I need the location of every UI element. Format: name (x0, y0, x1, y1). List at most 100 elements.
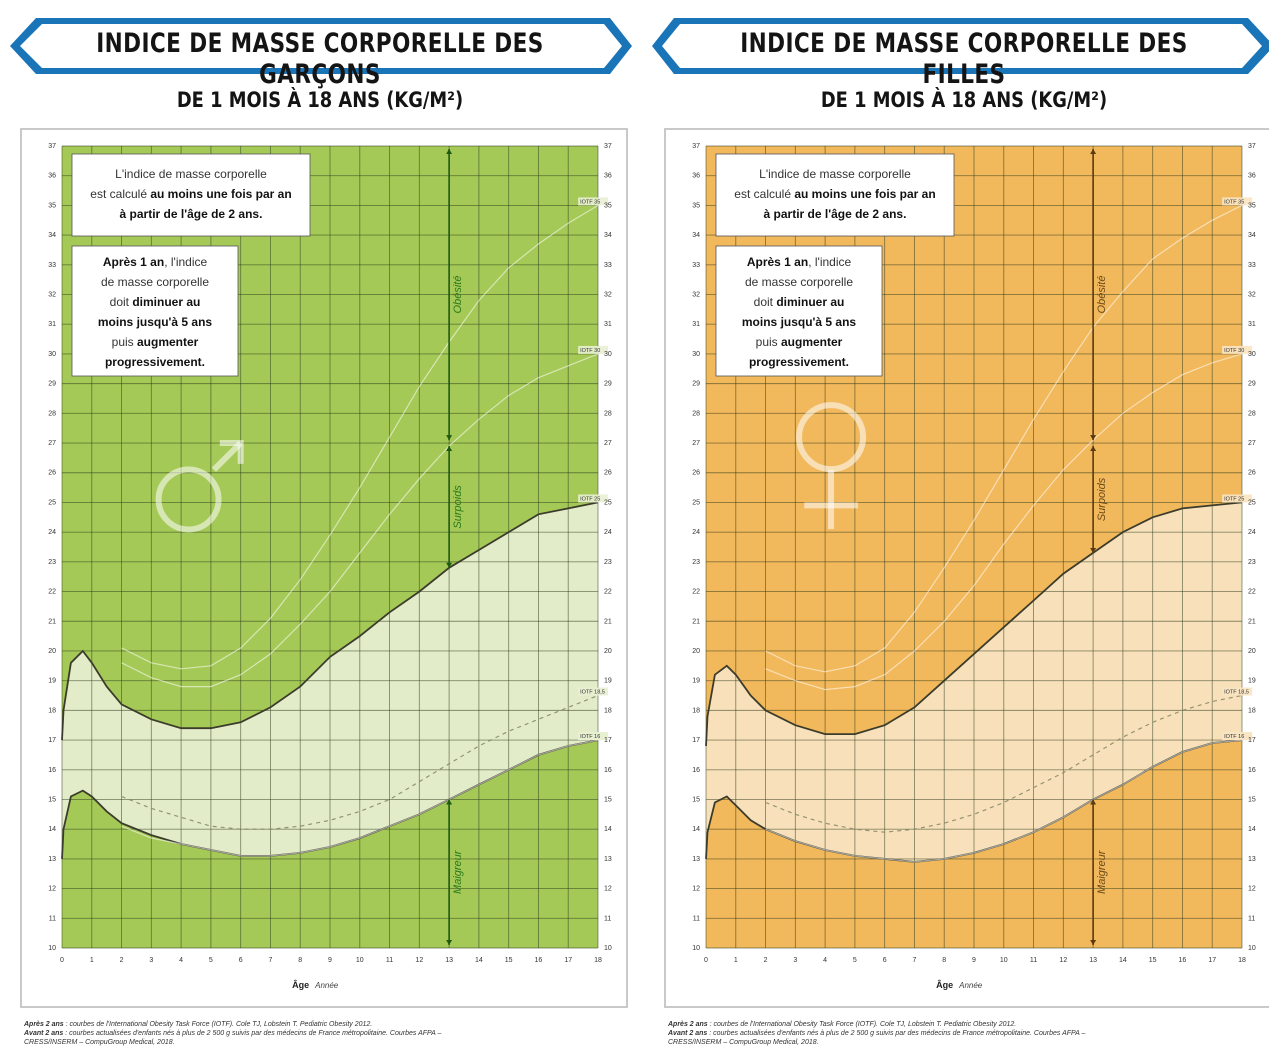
info-box-bg (71, 153, 311, 237)
y-tick-label: 37 (604, 143, 612, 150)
obesity-zone-arrowhead (1090, 148, 1097, 154)
x-tick-label: 7 (268, 957, 272, 964)
y-tick-label: 16 (692, 767, 700, 774)
y-tick-label: 11 (604, 915, 611, 922)
y-tick-label: 34 (692, 232, 700, 239)
info-text: est calculé au moins une fois par an (734, 187, 935, 201)
y-tick-label: 14 (1248, 826, 1256, 833)
info-box-bg (715, 245, 883, 377)
y-tick-label: 16 (48, 767, 56, 774)
series-line (121, 694, 599, 830)
y-tick-label: 36 (1248, 173, 1256, 180)
y-tick-label: 11 (693, 915, 700, 922)
x-tick-label: 3 (149, 957, 153, 964)
x-tick-label: 3 (793, 957, 797, 964)
y-tick-label: 18 (48, 707, 56, 714)
y-tick-label: 23 (692, 559, 700, 566)
y-tick-label: 24 (1248, 529, 1256, 536)
obesity-zone-label: Obésité (1096, 276, 1108, 314)
series-label: IOTF 18,5 (580, 690, 605, 696)
x-tick-label: 4 (179, 957, 183, 964)
x-tick-label: 11 (1030, 957, 1037, 964)
y-tick-label: 22 (1248, 589, 1256, 596)
info-text: progressivement. (105, 355, 205, 369)
x-tick-label: 1 (734, 957, 738, 964)
y-tick-label: 36 (692, 173, 700, 180)
info-text: de masse corporelle (101, 275, 209, 289)
y-tick-label: 17 (48, 737, 56, 744)
series-label-bg (578, 687, 609, 696)
x-tick-label: 5 (209, 957, 213, 964)
y-tick-label: 33 (1248, 262, 1256, 269)
y-tick-label: 31 (604, 321, 612, 328)
x-tick-label: 2 (120, 957, 124, 964)
series-label-bg (1222, 345, 1253, 354)
series-label-bg (578, 732, 609, 741)
series-label: IOTF 16 (580, 734, 600, 740)
y-tick-label: 28 (692, 410, 700, 417)
info-box-annual: L'indice de masse corporelle est calculé … (71, 153, 311, 237)
y-tick-label: 12 (604, 886, 612, 893)
x-tick-label: 0 (704, 957, 708, 964)
y-tick-label: 33 (48, 262, 56, 269)
x-tick-label: 5 (853, 957, 857, 964)
banner-arrow-shape (10, 18, 632, 74)
x-tick-label: 18 (594, 957, 602, 964)
series-label-bg (1222, 732, 1253, 741)
thinness-zone-label: Maigreur (1096, 849, 1108, 894)
x-tick-label: 15 (1149, 957, 1157, 964)
y-tick-label: 21 (604, 618, 612, 625)
thinness-zone-arrowhead (446, 799, 453, 805)
info-box-bg (71, 245, 239, 377)
x-tick-label: 12 (415, 957, 423, 964)
y-tick-label: 26 (48, 470, 56, 477)
x-tick-label: 17 (564, 957, 572, 964)
banner-arrow-shape (652, 18, 1269, 74)
info-text: Après 1 an, l'indice (103, 255, 208, 269)
y-tick-label: 25 (604, 499, 612, 506)
y-tick-label: 10 (1248, 945, 1256, 952)
thinness-zone-label: Maigreur (452, 849, 464, 894)
series-label-bg (1222, 197, 1253, 206)
obesity-zone-arrowhead (1090, 435, 1097, 441)
chart-subtitle: DE 1 MOIS À 18 ANS (KG/M²) (820, 88, 1108, 112)
y-tick-label: 11 (1248, 915, 1255, 922)
y-tick-label: 10 (48, 945, 56, 952)
series-label: IOTF 30 (1224, 348, 1244, 354)
series-line (765, 694, 1243, 833)
y-tick-label: 12 (1248, 886, 1256, 893)
y-tick-label: 29 (692, 381, 700, 388)
chart-title: INDICE DE MASSE CORPORELLE DES GARÇONS (96, 28, 544, 90)
series-line (765, 739, 1243, 863)
y-tick-label: 20 (692, 648, 700, 655)
series-label: IOTF 35 (580, 199, 600, 205)
overweight-zone-arrowhead (446, 446, 453, 452)
x-tick-label: 8 (942, 957, 946, 964)
obesity-zone-arrowhead (446, 435, 453, 441)
y-tick-label: 13 (48, 856, 56, 863)
y-tick-label: 19 (48, 678, 56, 685)
y-tick-label: 21 (1248, 618, 1256, 625)
male-symbol-icon (155, 440, 244, 533)
obesity-zone-arrowhead (446, 148, 453, 154)
y-tick-label: 34 (604, 232, 612, 239)
series-label: IOTF 30 (580, 348, 600, 354)
series-label: IOTF 25 (580, 496, 600, 502)
y-tick-label: 15 (604, 796, 612, 803)
y-tick-label: 26 (604, 470, 612, 477)
y-tick-label: 26 (692, 470, 700, 477)
x-tick-label: 16 (535, 957, 543, 964)
y-tick-label: 26 (1248, 470, 1256, 477)
x-tick-label: 7 (912, 957, 916, 964)
y-tick-label: 35 (692, 202, 700, 209)
info-text: doit diminuer au (754, 295, 845, 309)
overweight-zone-label: Surpoids (452, 485, 464, 529)
y-tick-label: 31 (48, 321, 56, 328)
title-banner: INDICE DE MASSE CORPORELLE DES GARÇONS (6, 14, 634, 90)
y-tick-label: 25 (1248, 499, 1256, 506)
y-tick-label: 23 (1248, 559, 1256, 566)
y-tick-label: 24 (692, 529, 700, 536)
y-tick-label: 12 (48, 886, 56, 893)
chart-subtitle: DE 1 MOIS À 18 ANS (KG/M²) (176, 88, 464, 112)
